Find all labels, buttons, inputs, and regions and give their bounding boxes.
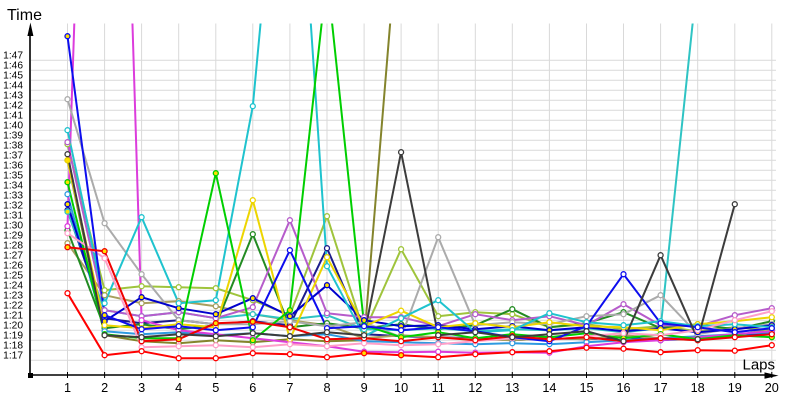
svg-text:1:44: 1:44 — [3, 81, 23, 92]
svg-text:1:34: 1:34 — [3, 181, 23, 192]
svg-text:1:21: 1:21 — [3, 311, 23, 322]
svg-text:10: 10 — [394, 381, 408, 395]
svg-text:1:32: 1:32 — [3, 201, 23, 212]
svg-text:1:17: 1:17 — [3, 351, 23, 362]
svg-text:Time: Time — [7, 7, 42, 24]
svg-text:1:23: 1:23 — [3, 291, 23, 302]
svg-text:1:45: 1:45 — [3, 71, 23, 82]
svg-text:9: 9 — [361, 381, 368, 395]
svg-text:1:38: 1:38 — [3, 141, 23, 152]
svg-text:16: 16 — [616, 381, 630, 395]
svg-text:1:28: 1:28 — [3, 241, 23, 252]
svg-text:14: 14 — [542, 381, 556, 395]
svg-text:1:19: 1:19 — [3, 331, 23, 342]
svg-text:1: 1 — [64, 381, 71, 395]
svg-text:1:39: 1:39 — [3, 131, 23, 142]
svg-text:1:25: 1:25 — [3, 271, 23, 282]
svg-text:1:29: 1:29 — [3, 231, 23, 242]
svg-text:1:40: 1:40 — [3, 121, 23, 132]
svg-text:6: 6 — [249, 381, 256, 395]
svg-text:12: 12 — [468, 381, 482, 395]
svg-text:11: 11 — [432, 381, 445, 395]
svg-text:1:43: 1:43 — [3, 91, 23, 102]
svg-text:13: 13 — [505, 381, 519, 395]
svg-text:1:18: 1:18 — [3, 341, 23, 352]
svg-text:1:30: 1:30 — [3, 221, 23, 232]
svg-text:2: 2 — [101, 381, 108, 395]
svg-text:1:24: 1:24 — [3, 281, 23, 292]
svg-text:1:35: 1:35 — [3, 171, 23, 182]
svg-text:1:22: 1:22 — [3, 301, 23, 312]
svg-text:1:46: 1:46 — [3, 61, 23, 72]
svg-text:1:41: 1:41 — [3, 111, 23, 122]
svg-text:1:26: 1:26 — [3, 261, 23, 272]
svg-text:1:47: 1:47 — [3, 51, 23, 62]
svg-text:17: 17 — [654, 381, 668, 395]
svg-text:1:36: 1:36 — [3, 161, 23, 172]
svg-text:1:37: 1:37 — [3, 151, 23, 162]
svg-text:7: 7 — [286, 381, 293, 395]
svg-text:8: 8 — [323, 381, 330, 395]
svg-text:1:27: 1:27 — [3, 251, 23, 262]
svg-text:15: 15 — [579, 381, 593, 395]
svg-text:18: 18 — [691, 381, 705, 395]
svg-text:3: 3 — [138, 381, 145, 395]
svg-text:1:31: 1:31 — [3, 211, 23, 222]
svg-text:4: 4 — [175, 381, 182, 395]
svg-text:5: 5 — [212, 381, 219, 395]
svg-text:Laps: Laps — [743, 357, 776, 374]
svg-text:1:33: 1:33 — [3, 191, 23, 202]
svg-text:1:20: 1:20 — [3, 321, 23, 332]
svg-text:19: 19 — [728, 381, 742, 395]
svg-text:1:42: 1:42 — [3, 101, 23, 112]
svg-text:20: 20 — [765, 381, 779, 395]
